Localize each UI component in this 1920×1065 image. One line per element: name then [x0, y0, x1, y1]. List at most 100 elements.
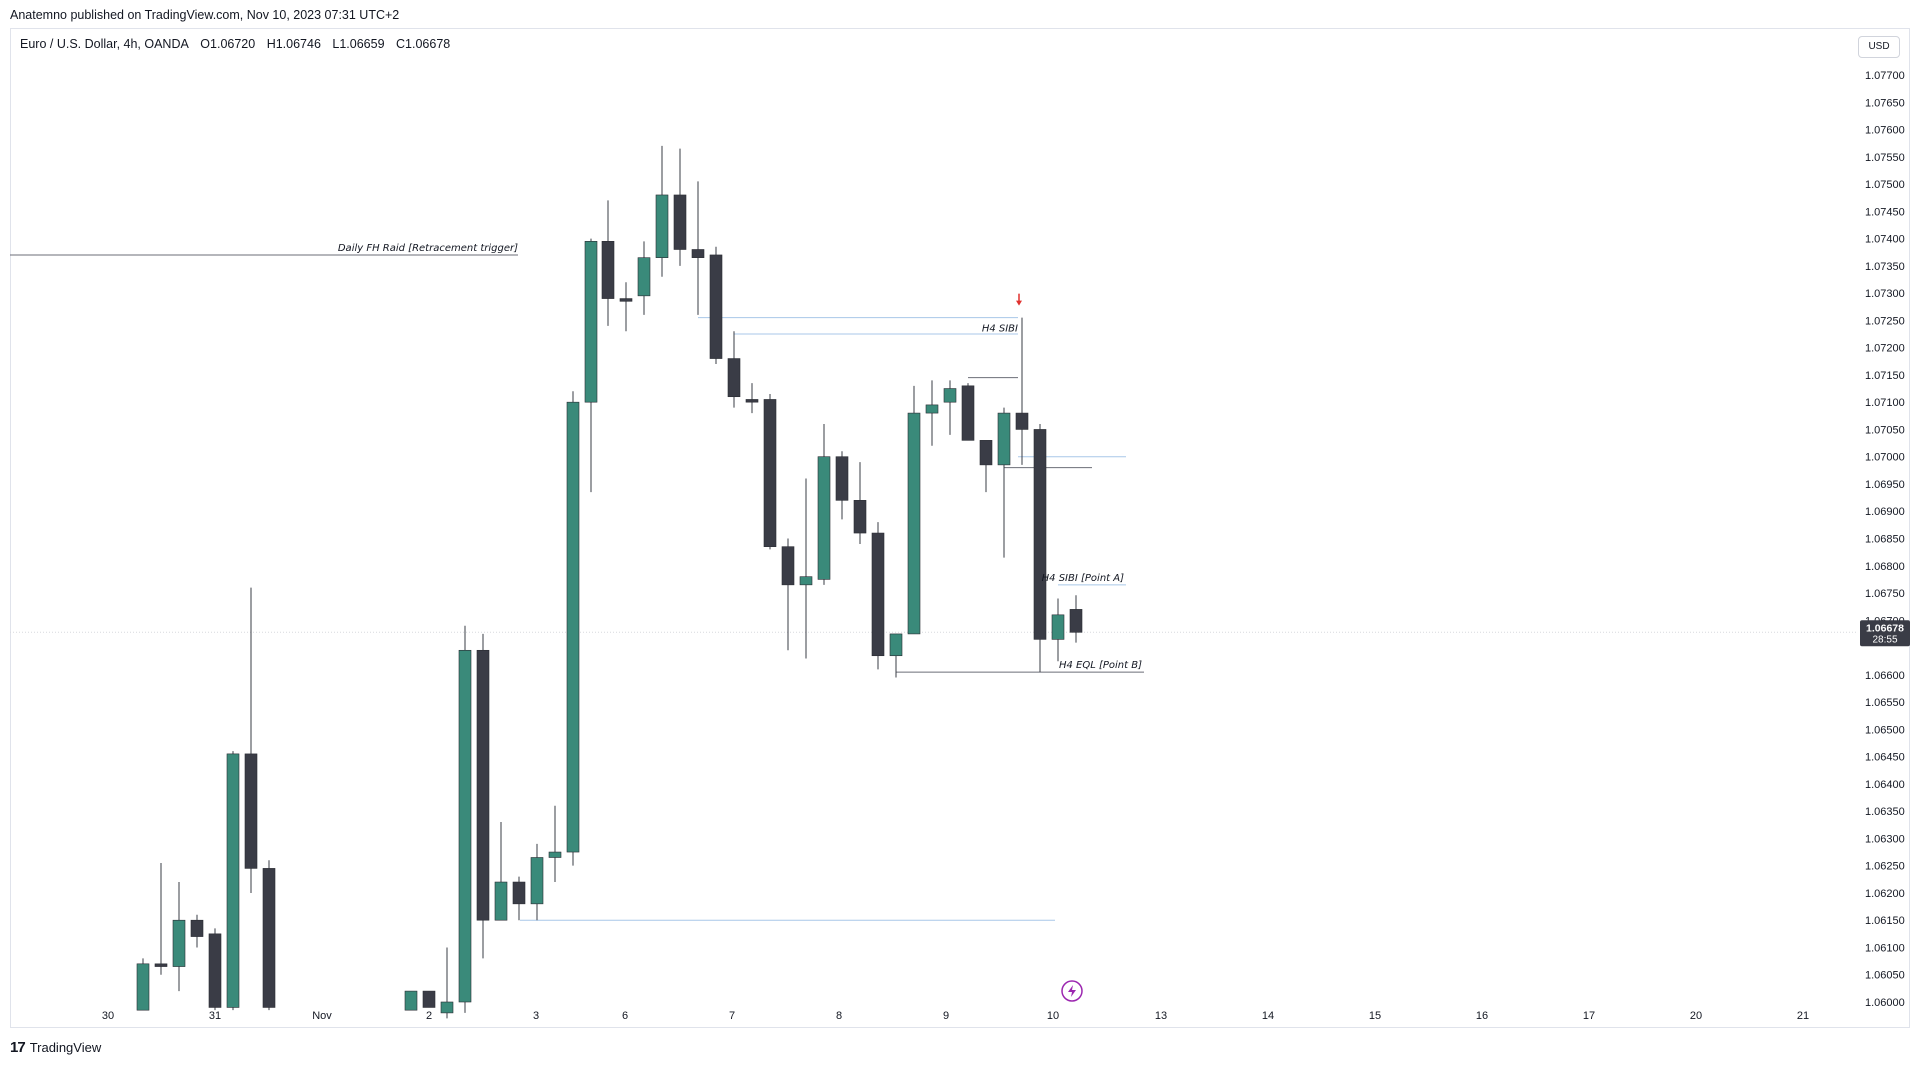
- candle-body[interactable]: [530, 857, 544, 905]
- y-tick-label: 1.07200: [1865, 343, 1905, 355]
- y-tick-label: 1.06350: [1865, 806, 1905, 818]
- candle-body[interactable]: [655, 194, 669, 258]
- candle-body[interactable]: [136, 963, 150, 1011]
- x-tick-label: 20: [1690, 1010, 1702, 1022]
- x-tick-label: 7: [729, 1010, 735, 1022]
- ohlc-open: O1.06720: [200, 37, 256, 51]
- candle-body[interactable]: [961, 385, 975, 441]
- candle-body[interactable]: [817, 456, 831, 580]
- candle-body[interactable]: [172, 919, 186, 967]
- x-tick-label: 30: [102, 1010, 114, 1022]
- y-tick-label: 1.06100: [1865, 942, 1905, 954]
- candle-body[interactable]: [226, 753, 240, 1008]
- y-tick-label: 1.07350: [1865, 261, 1905, 273]
- candle-body[interactable]: [853, 500, 867, 534]
- candle-body[interactable]: [907, 412, 921, 635]
- y-tick-label: 1.06950: [1865, 479, 1905, 491]
- x-tick-label: 10: [1047, 1010, 1059, 1022]
- candle-body[interactable]: [584, 241, 598, 403]
- y-tick-label: 1.07600: [1865, 125, 1905, 137]
- y-tick-label: 1.07100: [1865, 397, 1905, 409]
- candle-body[interactable]: [154, 963, 168, 967]
- candle-body[interactable]: [799, 576, 813, 586]
- down-arrow-head-icon: [1016, 300, 1022, 306]
- y-tick-label: 1.07650: [1865, 97, 1905, 109]
- candle-body[interactable]: [835, 456, 849, 501]
- ohlc-high: H1.06746: [266, 37, 321, 51]
- candle-body[interactable]: [925, 404, 939, 414]
- x-tick-label: 2: [426, 1010, 432, 1022]
- x-tick-label: 21: [1797, 1010, 1809, 1022]
- candle-body[interactable]: [781, 546, 795, 586]
- candle-body[interactable]: [601, 241, 615, 299]
- candle-body[interactable]: [190, 919, 204, 937]
- candle-body[interactable]: [208, 933, 222, 1008]
- candle-body[interactable]: [512, 881, 526, 905]
- candle-body[interactable]: [458, 649, 472, 1003]
- candle-body[interactable]: [763, 399, 777, 547]
- tradingview-logo-icon: 17: [10, 1039, 26, 1056]
- y-tick-label: 1.06750: [1865, 588, 1905, 600]
- y-tick-label: 1.07300: [1865, 288, 1905, 300]
- publish-info: Anatemno published on TradingView.com, N…: [10, 8, 400, 22]
- annotation-label: H4 EQL [Point B]: [1059, 660, 1142, 671]
- candle-body[interactable]: [871, 532, 885, 657]
- candle-body[interactable]: [404, 990, 418, 1011]
- y-tick-label: 1.07050: [1865, 424, 1905, 436]
- brand-label: TradingView: [29, 1040, 102, 1055]
- annotation-label: H4 SIBI: [982, 324, 1018, 335]
- y-tick-label: 1.07450: [1865, 206, 1905, 218]
- chart-frame: [10, 28, 1910, 1028]
- y-tick-label: 1.07400: [1865, 234, 1905, 246]
- y-tick-label: 1.07000: [1865, 452, 1905, 464]
- candle-body[interactable]: [1033, 429, 1047, 640]
- last-price-tag: [1860, 620, 1910, 647]
- candle-body[interactable]: [619, 298, 633, 302]
- candle-body[interactable]: [1015, 412, 1029, 430]
- ohlc-low: L1.06659: [332, 37, 385, 51]
- candle-body[interactable]: [1069, 609, 1083, 633]
- candle-body[interactable]: [494, 881, 508, 921]
- candle-body[interactable]: [745, 399, 759, 403]
- candle-body[interactable]: [637, 257, 651, 297]
- x-tick-label: 13: [1155, 1010, 1167, 1022]
- x-tick-label: 15: [1369, 1010, 1381, 1022]
- symbol-legend: Euro / U.S. Dollar, 4h, OANDA O1.06720 H…: [20, 37, 458, 51]
- lightning-bolt-icon: [1068, 985, 1076, 997]
- y-tick-label: 1.06550: [1865, 697, 1905, 709]
- y-tick-label: 1.07550: [1865, 152, 1905, 164]
- currency-button[interactable]: USD: [1858, 36, 1900, 58]
- candle-body[interactable]: [566, 401, 580, 853]
- y-tick-label: 1.06050: [1865, 970, 1905, 982]
- symbol-name[interactable]: Euro / U.S. Dollar, 4h, OANDA: [20, 37, 189, 51]
- candle-body[interactable]: [673, 194, 687, 250]
- y-tick-label: 1.06000: [1865, 997, 1905, 1009]
- y-tick-label: 1.06900: [1865, 506, 1905, 518]
- candle-body[interactable]: [943, 388, 957, 403]
- y-tick-label: 1.06500: [1865, 724, 1905, 736]
- candle-body[interactable]: [709, 254, 723, 359]
- tradingview-logo[interactable]: 17 TradingView: [10, 1039, 101, 1056]
- candle-body[interactable]: [548, 851, 562, 858]
- y-tick-label: 1.07500: [1865, 179, 1905, 191]
- candle-body[interactable]: [244, 753, 258, 869]
- y-tick-label: 1.07250: [1865, 315, 1905, 327]
- bar-countdown: 28:55: [1872, 634, 1897, 645]
- candle-body[interactable]: [476, 649, 490, 921]
- x-tick-label: 16: [1476, 1010, 1488, 1022]
- candle-body[interactable]: [889, 633, 903, 657]
- annotation-label: H4 SIBI [Point A]: [1042, 573, 1124, 584]
- candle-body[interactable]: [440, 1001, 454, 1014]
- candle-body[interactable]: [422, 990, 436, 1008]
- candle-body[interactable]: [262, 868, 276, 1008]
- candle-body[interactable]: [691, 249, 705, 258]
- x-tick-label: 8: [836, 1010, 842, 1022]
- candle-body[interactable]: [979, 440, 993, 466]
- candle-body[interactable]: [727, 358, 741, 398]
- y-tick-label: 1.06600: [1865, 670, 1905, 682]
- y-tick-label: 1.06200: [1865, 888, 1905, 900]
- candle-body[interactable]: [1051, 614, 1065, 640]
- candle-body[interactable]: [997, 412, 1011, 466]
- y-tick-label: 1.06300: [1865, 833, 1905, 845]
